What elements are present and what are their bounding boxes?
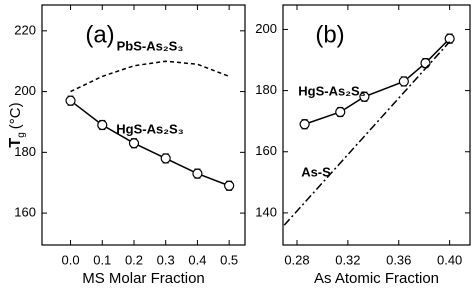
series-label: PbS-As₂S₃ — [117, 38, 184, 53]
x-tick-label: 0.40 — [437, 252, 462, 267]
x-tick-label: 0.3 — [157, 252, 175, 267]
data-point — [444, 33, 455, 44]
panel-label: (b) — [315, 21, 344, 48]
data-point — [398, 76, 409, 87]
series-line — [283, 41, 451, 226]
y-tick-label: 140 — [255, 204, 277, 219]
data-point — [335, 106, 346, 118]
x-axis-title: MS Molar Fraction — [82, 270, 205, 287]
x-tick-label: 0.2 — [125, 252, 143, 267]
y-tick-label: 160 — [14, 205, 36, 220]
x-tick-label: 0.1 — [93, 252, 111, 267]
y-tick-label: 180 — [255, 82, 277, 97]
data-point — [359, 91, 370, 102]
plot-frame — [41, 4, 246, 246]
series-line — [70, 100, 230, 187]
y-tick-label: 200 — [255, 21, 277, 36]
data-point — [97, 119, 108, 131]
data-point — [224, 180, 235, 191]
y-tick-label: 220 — [14, 22, 36, 37]
data-point — [160, 153, 171, 164]
data-point — [128, 138, 140, 149]
x-tick-label: 0.32 — [335, 252, 360, 267]
data-point — [65, 95, 76, 106]
x-tick-label: 0.5 — [220, 252, 238, 267]
data-point — [299, 119, 310, 130]
y-tick-label: 160 — [255, 143, 277, 158]
y-axis-title-main: T — [7, 138, 24, 148]
y-axis-title: Tg (°C) — [7, 102, 27, 147]
x-tick-label: 0.36 — [386, 252, 411, 267]
x-axis-title: As Atomic Fraction — [314, 270, 439, 287]
y-axis-title-subscript: g — [16, 132, 27, 138]
panel-label: (a) — [85, 21, 114, 48]
series-label: HgS-As₂S₃ — [116, 121, 183, 136]
series-label: As-S — [301, 164, 331, 179]
series-label: HgS-As₂S₃ — [298, 83, 365, 98]
series-line — [70, 60, 230, 93]
y-axis-title: Tg (°C) — [7, 102, 27, 147]
x-tick-label: 0.28 — [284, 252, 309, 267]
plot-frame — [282, 4, 471, 246]
series-line — [304, 38, 451, 125]
y-tick-label: 200 — [14, 83, 36, 98]
data-point — [192, 168, 203, 179]
data-point — [420, 57, 431, 69]
y-tick-label: 180 — [14, 144, 36, 159]
x-tick-label: 0.0 — [62, 252, 80, 267]
x-tick-label: 0.4 — [188, 252, 206, 267]
y-axis-title-unit: (°C) — [7, 102, 24, 129]
